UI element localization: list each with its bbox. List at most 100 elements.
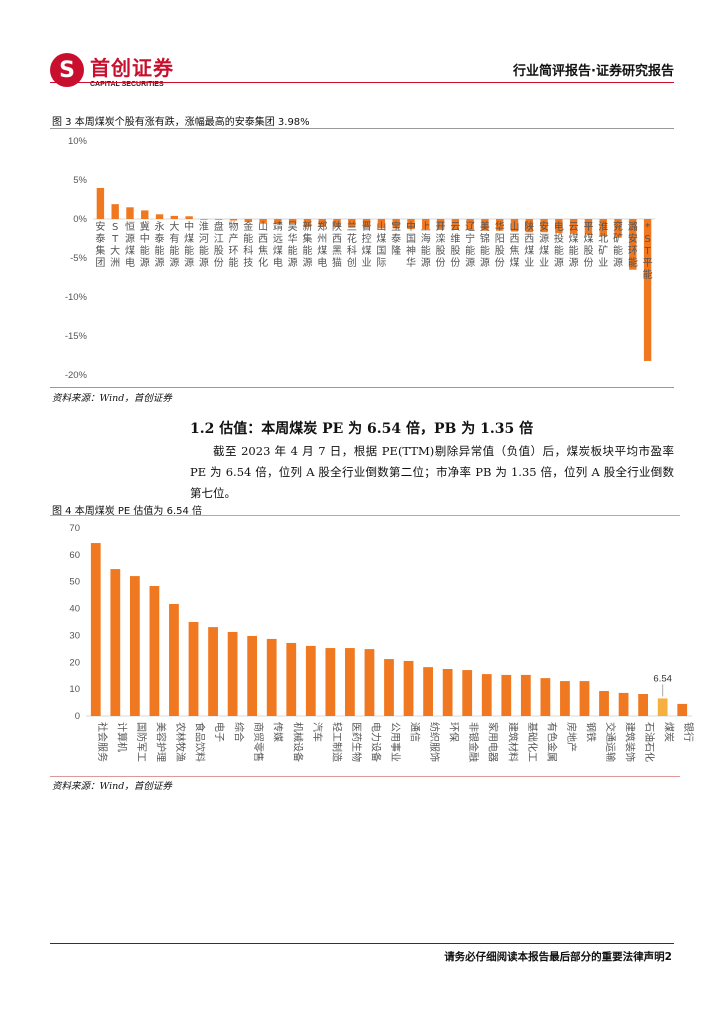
bar: [423, 667, 433, 716]
bar: [451, 219, 460, 230]
bar: [303, 219, 312, 227]
bar: [215, 219, 223, 220]
bar: [288, 219, 297, 224]
chart-pe-valuation: 70 60 50 40 30 20 10 0 社会服务 计算机 国防军工 美容护理 农林牧渔 食品饮料 电子…: [69, 523, 695, 762]
y-tick-label: -15%: [65, 331, 88, 342]
bar: [481, 219, 489, 231]
x-tick-label: 轻工制造: [330, 722, 343, 762]
x-tick-label: 机械设备: [291, 722, 304, 762]
x-tick-label: 淮河能源: [199, 221, 209, 269]
divider: [50, 387, 674, 388]
bar: [227, 631, 238, 716]
bar: [442, 669, 453, 716]
bar: [110, 569, 121, 716]
bar: [266, 638, 277, 716]
x-tick-label: 传媒: [272, 722, 284, 742]
x-tick-label: 商贸零售: [252, 722, 265, 762]
bar: [96, 187, 105, 219]
x-tick-label: 建筑装饰: [624, 722, 637, 762]
bar: [126, 207, 134, 219]
bar: [496, 219, 504, 231]
x-tick-label: 山煤国际: [376, 221, 386, 269]
y-tick-label: 10%: [68, 136, 88, 147]
bar: [305, 645, 316, 716]
bar: [169, 604, 179, 716]
figure4-caption: 图 4 本周煤炭 PE 估值为 6.54 倍: [52, 506, 203, 517]
bar: [111, 204, 119, 219]
x-tick-label: 永泰能源: [155, 220, 165, 269]
bar: [481, 674, 492, 716]
logo-cn: 首创证券: [90, 56, 174, 80]
bar: [560, 681, 570, 716]
bar: [229, 219, 238, 221]
bar: [643, 219, 652, 361]
x-tick-label: 公用事业: [389, 722, 402, 762]
y-tick-label: 0: [75, 711, 80, 722]
x-tick-label: 郑州煤电: [317, 220, 327, 269]
x-tick-label: 云煤能源: [569, 222, 579, 269]
x-tick-label: 兰花科创: [347, 220, 357, 269]
y-tick-label: 60: [69, 550, 80, 561]
bar: [155, 214, 164, 219]
y-tick-label: 10: [69, 684, 80, 695]
bar: [525, 219, 533, 233]
bar: [629, 219, 637, 270]
figure3-caption: 图 3 本周煤炭个股有涨有跌，涨幅最高的安泰集团 3.98%: [52, 117, 310, 128]
bar: [579, 681, 590, 716]
x-tick-label: S T 大洲: [110, 222, 120, 269]
bar: [657, 698, 668, 716]
x-tick-label: 电力设备: [369, 722, 382, 762]
x-tick-label: 开滦股份: [436, 222, 446, 269]
x-tick-label: 社会服务: [96, 722, 109, 762]
x-tick-label: 计算机: [115, 722, 128, 752]
x-tick-label: 纺织服饰: [428, 722, 441, 762]
y-tick-label: 70: [69, 523, 80, 534]
x-tick-label: 宝泰隆: [391, 220, 401, 257]
bar: [129, 576, 140, 716]
x-tick-label: 石油石化: [643, 722, 656, 762]
y-tick-label: 50: [69, 577, 80, 588]
bar: [555, 219, 563, 234]
bar: [422, 219, 430, 230]
y-tick-label: 30: [69, 630, 80, 641]
header-divider: [50, 82, 674, 83]
bar: [501, 674, 512, 716]
logo: S 首创证券 CAPITAL SECURITIES: [50, 52, 174, 88]
x-tick-label: 中煤能源: [184, 220, 194, 269]
bar: [540, 219, 548, 233]
x-tick-label: 山西焦煤: [510, 221, 520, 269]
divider: [50, 515, 680, 516]
x-tick-label: 煤炭: [663, 722, 676, 742]
x-tick-label: 上海能源: [421, 221, 431, 269]
report-type: 行业简评报告·证券研究报告: [513, 64, 674, 79]
y-tick-label: 40: [69, 604, 80, 615]
logo-icon: S: [50, 53, 84, 87]
bar: [247, 635, 258, 716]
footer-divider: [50, 943, 674, 944]
chart-stock-change: 10% 5% 0% -5% -10% -15% -20% 安泰集团 S T 大洲恒源煤电冀中能源永泰…: [65, 136, 655, 381]
x-tick-label: 山西焦化: [258, 221, 268, 269]
y-tick-label: -10%: [65, 292, 88, 303]
x-tick-label: 交通运输: [604, 722, 617, 762]
x-tick-label: 平煤股份: [583, 222, 593, 269]
y-tick-label: 5%: [73, 175, 87, 186]
bar: [462, 670, 473, 716]
logo-en: CAPITAL SECURITIES: [90, 81, 164, 88]
x-tick-label: 辽宁能源: [465, 221, 475, 269]
x-tick-label: 医药生物: [350, 722, 363, 762]
x-tick-label: * S T 平能: [643, 222, 653, 281]
bar: [286, 642, 297, 716]
divider: [50, 128, 674, 129]
figure4-source: 资料来源：Wind，首创证券: [52, 781, 172, 792]
figure3-source: 资料来源：Wind，首创证券: [52, 393, 172, 404]
x-tick-label: 晋控煤业: [362, 221, 372, 269]
bar: [333, 219, 341, 227]
bar: [584, 219, 593, 235]
data-label: 6.54: [653, 673, 672, 684]
bar: [618, 692, 629, 716]
bar: [274, 219, 282, 224]
x-tick-label: 通信: [409, 722, 421, 742]
footer-disclaimer: 请务必仔细阅读本报告最后部分的重要法律声明2: [444, 951, 672, 963]
y-tick-label: 0%: [73, 214, 87, 225]
bar: [599, 691, 609, 716]
